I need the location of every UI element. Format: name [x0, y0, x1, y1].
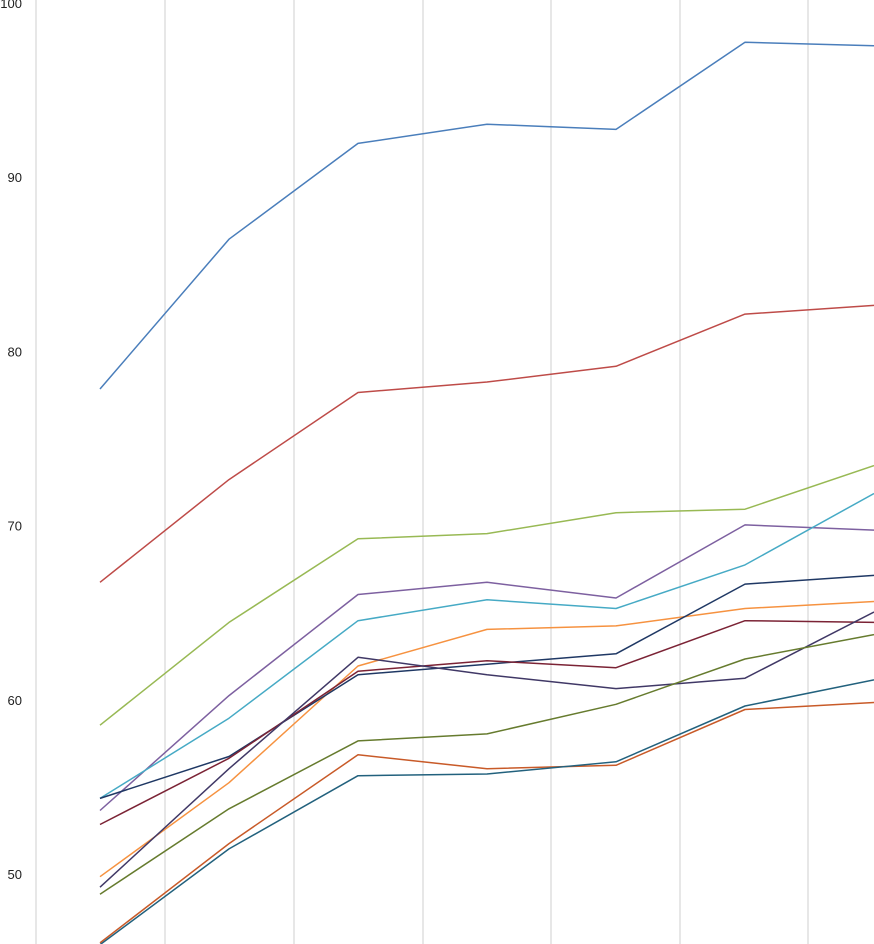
series-line-11	[99, 701, 874, 944]
grid	[35, 0, 809, 944]
series-group	[99, 41, 874, 944]
series-line-6	[99, 600, 874, 878]
series-line-7	[99, 574, 874, 800]
y-tick-label: 80	[8, 344, 22, 359]
y-tick-label: 100	[0, 0, 22, 11]
series-line-1	[99, 41, 874, 390]
series-line-5	[99, 492, 874, 800]
series-line-10	[99, 633, 874, 895]
y-axis-ticks: 50 60 70 80 90 100	[0, 0, 22, 882]
series-line-12	[99, 679, 874, 944]
y-tick-label: 50	[8, 867, 22, 882]
y-tick-label: 90	[8, 170, 22, 185]
y-tick-label: 60	[8, 693, 22, 708]
series-line-8	[99, 619, 874, 826]
series-line-4	[99, 524, 874, 812]
series-line-3	[99, 464, 874, 726]
series-line-9	[99, 611, 874, 888]
series-line-2	[99, 304, 874, 583]
y-tick-label: 70	[8, 519, 22, 534]
